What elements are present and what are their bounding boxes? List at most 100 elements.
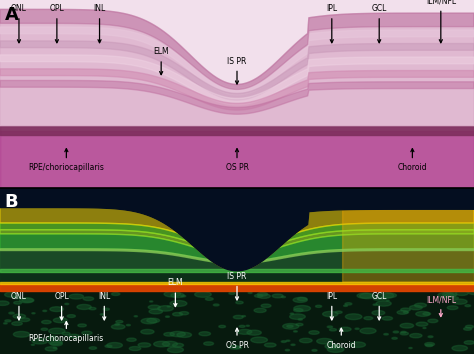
Circle shape: [251, 337, 267, 343]
Circle shape: [355, 328, 359, 330]
Circle shape: [247, 330, 261, 335]
Circle shape: [103, 308, 109, 310]
Circle shape: [235, 347, 242, 349]
Circle shape: [164, 291, 181, 297]
Circle shape: [335, 311, 342, 313]
Circle shape: [115, 324, 119, 325]
Circle shape: [357, 293, 372, 298]
Circle shape: [456, 291, 468, 296]
Text: OPL: OPL: [54, 292, 69, 320]
Circle shape: [163, 341, 177, 347]
Circle shape: [69, 294, 83, 299]
Circle shape: [400, 323, 414, 328]
Circle shape: [428, 319, 438, 322]
Circle shape: [445, 293, 456, 297]
Circle shape: [416, 322, 428, 326]
Circle shape: [392, 337, 397, 339]
Circle shape: [425, 342, 435, 346]
Circle shape: [323, 312, 338, 317]
Text: A: A: [5, 6, 18, 24]
Circle shape: [282, 296, 285, 298]
Circle shape: [41, 328, 48, 330]
Circle shape: [377, 292, 394, 298]
Circle shape: [414, 303, 427, 307]
Circle shape: [48, 336, 56, 339]
Circle shape: [4, 323, 7, 324]
Circle shape: [158, 306, 173, 311]
Circle shape: [31, 344, 35, 346]
Circle shape: [13, 331, 30, 337]
Circle shape: [468, 291, 474, 295]
Text: RPE/choriocapillaris: RPE/choriocapillaris: [28, 149, 104, 172]
Circle shape: [382, 316, 392, 320]
Circle shape: [43, 310, 47, 312]
Circle shape: [127, 324, 130, 326]
Circle shape: [364, 316, 373, 320]
Text: IPL: IPL: [326, 292, 337, 320]
Text: B: B: [5, 193, 18, 211]
Circle shape: [49, 328, 65, 334]
Text: INL: INL: [98, 292, 110, 320]
Circle shape: [104, 294, 108, 295]
Circle shape: [22, 298, 33, 302]
Text: INL: INL: [93, 4, 106, 43]
Circle shape: [283, 324, 299, 329]
Circle shape: [42, 320, 51, 324]
Text: OPL: OPL: [49, 4, 64, 43]
Circle shape: [290, 314, 305, 319]
Circle shape: [257, 294, 270, 298]
Circle shape: [373, 304, 377, 306]
Circle shape: [165, 316, 170, 318]
Circle shape: [410, 305, 422, 310]
Circle shape: [9, 312, 14, 314]
Circle shape: [360, 328, 376, 334]
Text: Choroid: Choroid: [398, 149, 427, 172]
Text: IPL: IPL: [326, 4, 337, 43]
Circle shape: [164, 332, 174, 336]
Circle shape: [423, 327, 426, 329]
Circle shape: [89, 307, 96, 310]
Circle shape: [107, 343, 122, 348]
Circle shape: [141, 318, 157, 324]
Circle shape: [19, 318, 30, 321]
Circle shape: [242, 315, 246, 317]
Circle shape: [393, 331, 399, 333]
Circle shape: [5, 320, 11, 322]
Circle shape: [428, 336, 433, 338]
Text: IS PR: IS PR: [228, 272, 246, 300]
Circle shape: [291, 344, 295, 346]
Circle shape: [14, 301, 22, 304]
Circle shape: [423, 313, 431, 315]
Text: OS PR: OS PR: [226, 149, 248, 172]
Circle shape: [229, 292, 235, 295]
Circle shape: [401, 331, 406, 333]
Circle shape: [409, 348, 412, 349]
Circle shape: [264, 343, 276, 347]
Circle shape: [246, 325, 249, 326]
Circle shape: [82, 331, 92, 335]
Circle shape: [147, 318, 160, 323]
Circle shape: [309, 331, 319, 334]
Circle shape: [464, 327, 472, 330]
Circle shape: [179, 312, 189, 315]
Circle shape: [360, 293, 375, 299]
Circle shape: [339, 327, 351, 331]
Circle shape: [13, 297, 19, 299]
Circle shape: [50, 307, 64, 312]
Circle shape: [181, 295, 186, 297]
Text: RPE/chonocapillaris: RPE/chonocapillaris: [29, 321, 104, 343]
Circle shape: [376, 301, 391, 306]
Circle shape: [229, 346, 240, 349]
Circle shape: [116, 320, 123, 323]
Circle shape: [134, 316, 137, 317]
Text: ILM/NFL: ILM/NFL: [426, 0, 456, 43]
Circle shape: [141, 330, 154, 334]
Circle shape: [384, 333, 388, 335]
Circle shape: [129, 347, 141, 350]
Circle shape: [397, 310, 408, 314]
Circle shape: [287, 325, 293, 327]
Circle shape: [204, 342, 214, 345]
Circle shape: [403, 312, 409, 313]
Circle shape: [290, 313, 294, 314]
Circle shape: [452, 299, 467, 304]
